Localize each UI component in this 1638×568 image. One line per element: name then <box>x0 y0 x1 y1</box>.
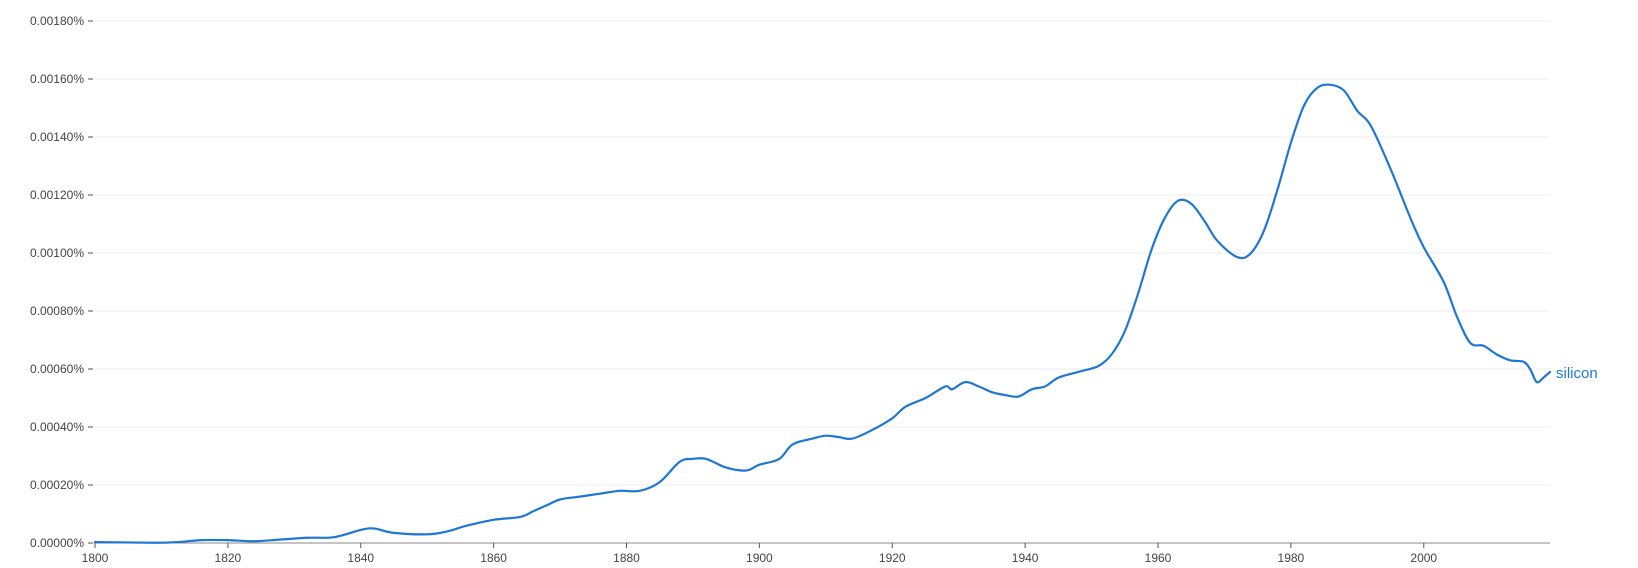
series-label[interactable]: silicon <box>1556 365 1598 382</box>
series-line-silicon[interactable] <box>93 83 1552 544</box>
y-axis-ticks: 0.00000% 0.00020% 0.00040% 0.00060% 0.00080%… <box>30 14 93 550</box>
x-tick-label: 1900 <box>746 551 773 565</box>
y-tick-label: 0.00020% <box>30 478 84 492</box>
y-tick-label: 0.00120% <box>30 188 84 202</box>
y-tick-label: 0.00000% <box>30 536 84 550</box>
series-lines: silicon <box>93 83 1598 544</box>
x-tick-label: 1860 <box>480 551 507 565</box>
x-tick-label: 1980 <box>1278 551 1305 565</box>
x-tick-label: 1840 <box>347 551 374 565</box>
y-tick-label: 0.00080% <box>30 304 84 318</box>
x-tick-label: 1880 <box>613 551 640 565</box>
y-tick-label: 0.00160% <box>30 72 84 86</box>
x-tick-label: 2000 <box>1410 551 1437 565</box>
y-tick-label: 0.00060% <box>30 362 84 376</box>
y-tick-label: 0.00040% <box>30 420 84 434</box>
y-tick-label: 0.00100% <box>30 246 84 260</box>
x-axis-ticks: 1800 1820 1840 1860 1880 1900 1920 1940 1960 1980… <box>82 543 1437 565</box>
x-tick-label: 1800 <box>82 551 109 565</box>
y-tick-label: 0.00180% <box>30 14 84 28</box>
x-tick-label: 1820 <box>215 551 242 565</box>
x-tick-label: 1920 <box>879 551 906 565</box>
y-tick-label: 0.00140% <box>30 130 84 144</box>
x-tick-label: 1940 <box>1012 551 1039 565</box>
gridlines <box>95 20 1550 486</box>
x-tick-label: 1960 <box>1145 551 1172 565</box>
